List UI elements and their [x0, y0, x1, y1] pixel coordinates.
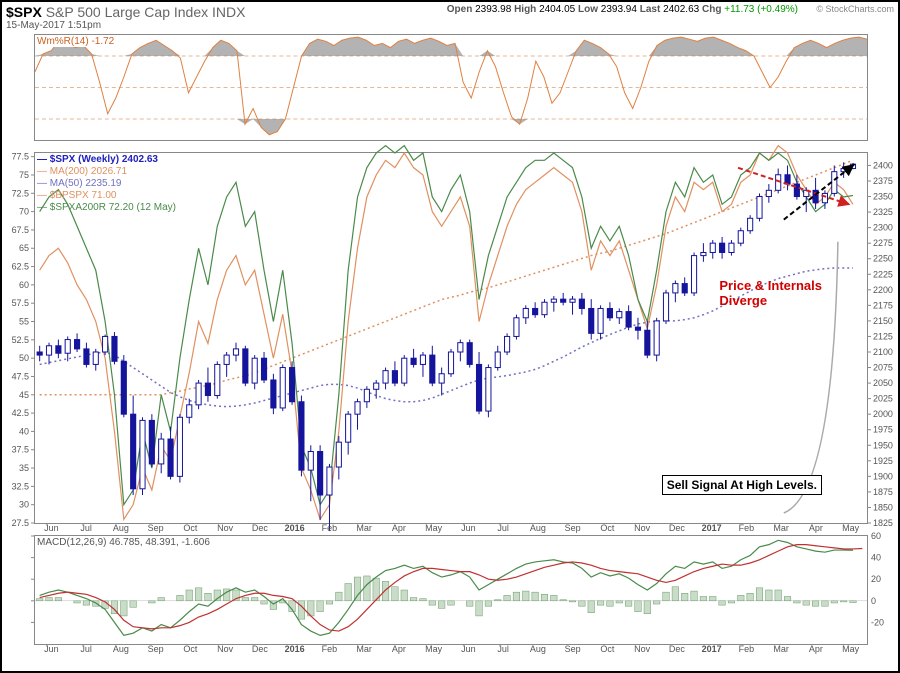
svg-text:32.5: 32.5	[12, 481, 29, 491]
svg-text:2275: 2275	[873, 238, 893, 248]
svg-text:45: 45	[19, 390, 29, 400]
svg-text:72.5: 72.5	[12, 188, 29, 198]
svg-text:42.5: 42.5	[12, 408, 29, 418]
svg-text:2100: 2100	[873, 347, 893, 357]
svg-text:2400: 2400	[873, 160, 893, 170]
divergence-annotation: Price & InternalsDiverge	[719, 278, 822, 308]
svg-text:1875: 1875	[873, 487, 893, 497]
svg-text:0: 0	[871, 596, 876, 606]
header: $SPX S&P 500 Large Cap Index INDX	[6, 4, 245, 20]
svg-text:1900: 1900	[873, 471, 893, 481]
svg-text:52.5: 52.5	[12, 335, 29, 345]
svg-text:1925: 1925	[873, 456, 893, 466]
svg-text:2000: 2000	[873, 409, 893, 419]
svg-text:57.5: 57.5	[12, 298, 29, 308]
svg-text:1850: 1850	[873, 502, 893, 512]
svg-text:2050: 2050	[873, 378, 893, 388]
price-legend: — $SPX (Weekly) 2402.63— MA(200) 2026.71…	[37, 154, 176, 214]
svg-text:35: 35	[19, 463, 29, 473]
svg-text:20: 20	[871, 574, 881, 584]
svg-text:2300: 2300	[873, 223, 893, 233]
svg-text:2375: 2375	[873, 176, 893, 186]
sell-signal-annotation: Sell Signal At High Levels.	[662, 475, 822, 495]
chart-frame: $SPX S&P 500 Large Cap Index INDX 15-May…	[0, 0, 900, 673]
svg-text:75: 75	[19, 170, 29, 180]
svg-text:1825: 1825	[873, 518, 893, 528]
xaxis-main: JunJulAugSepOctNovDec2016FebMarAprMayJun…	[34, 523, 868, 535]
macd-label: MACD(12,26,9) 46.785, 48.391, -1.606	[37, 537, 210, 548]
svg-text:70: 70	[19, 207, 29, 217]
wmr-label: Wm%R(14) -1.72	[37, 36, 114, 47]
svg-text:2250: 2250	[873, 254, 893, 264]
svg-text:37.5: 37.5	[12, 445, 29, 455]
ohlc-row: Open 2393.98 High 2404.05 Low 2393.94 La…	[447, 4, 798, 15]
svg-text:65: 65	[19, 243, 29, 253]
svg-text:27.5: 27.5	[12, 518, 29, 528]
svg-text:2025: 2025	[873, 394, 893, 404]
wmr-panel: Wm%R(14) -1.72 -20-50-80	[34, 34, 868, 141]
svg-text:1975: 1975	[873, 425, 893, 435]
svg-text:77.5: 77.5	[12, 152, 29, 162]
price-panel: — $SPX (Weekly) 2402.63— MA(200) 2026.71…	[34, 152, 868, 524]
svg-text:40: 40	[871, 553, 881, 563]
svg-text:50: 50	[19, 353, 29, 363]
xaxis-macd: JunJulAugSepOctNovDec2016FebMarAprMayJun…	[34, 644, 868, 656]
svg-text:67.5: 67.5	[12, 225, 29, 235]
svg-text:2225: 2225	[873, 269, 893, 279]
ticker-name: S&P 500 Large Cap Index INDX	[46, 4, 246, 20]
svg-text:40: 40	[19, 426, 29, 436]
svg-text:55: 55	[19, 317, 29, 327]
credit: © StockCharts.com	[816, 4, 894, 14]
svg-text:2200: 2200	[873, 285, 893, 295]
ticker: $SPX	[6, 4, 42, 20]
svg-text:60: 60	[871, 531, 881, 541]
svg-text:1950: 1950	[873, 440, 893, 450]
svg-text:2350: 2350	[873, 192, 893, 202]
svg-text:60: 60	[19, 280, 29, 290]
macd-panel: MACD(12,26,9) 46.785, 48.391, -1.606 -20…	[34, 535, 868, 645]
svg-text:-20: -20	[871, 617, 884, 627]
svg-text:2150: 2150	[873, 316, 893, 326]
svg-text:47.5: 47.5	[12, 371, 29, 381]
svg-text:2175: 2175	[873, 300, 893, 310]
svg-text:62.5: 62.5	[12, 262, 29, 272]
svg-text:2325: 2325	[873, 207, 893, 217]
timestamp: 15-May-2017 1:51pm	[6, 20, 101, 31]
svg-text:2075: 2075	[873, 363, 893, 373]
svg-text:30: 30	[19, 500, 29, 510]
svg-text:2125: 2125	[873, 331, 893, 341]
